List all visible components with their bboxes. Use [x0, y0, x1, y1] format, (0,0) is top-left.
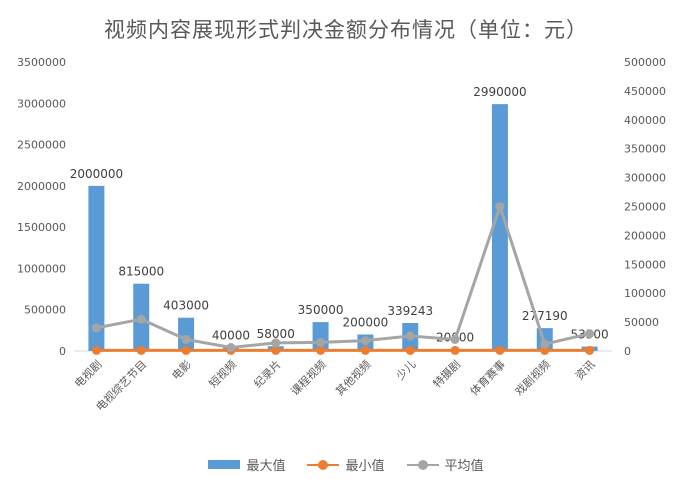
series-point	[495, 202, 505, 211]
series-point	[181, 334, 191, 344]
series-point	[91, 323, 101, 333]
category-label: 体育赛事	[467, 357, 508, 398]
y-right-tick-label: 350000	[624, 143, 666, 156]
legend-item: 最大值	[208, 455, 285, 474]
bar-data-label: 350000	[298, 303, 344, 317]
bar-data-label: 2000000	[70, 167, 123, 181]
series-point	[405, 345, 415, 355]
legend-label: 平均值	[444, 459, 484, 474]
series-point	[585, 345, 595, 355]
category-label: 纪录片	[251, 358, 284, 391]
y-left-tick-label: 1000000	[17, 262, 66, 275]
series-point	[495, 345, 505, 355]
y-left-tick-label: 2500000	[17, 139, 66, 152]
y-right-tick-label: 100000	[624, 287, 666, 300]
series-point	[226, 343, 236, 353]
bar-data-label: 58000	[257, 327, 295, 341]
category-label: 资讯	[573, 358, 598, 383]
y-right-tick-label: 300000	[624, 172, 666, 185]
bar-data-label: 200000	[343, 315, 389, 329]
category-label: 戏剧视频	[512, 357, 553, 398]
legend-swatch	[406, 458, 439, 472]
category-label: 特摄剧	[430, 357, 463, 390]
y-left-tick-label: 1500000	[17, 221, 66, 234]
bar-data-label: 277190	[522, 309, 568, 323]
category-label: 电影	[169, 358, 194, 383]
legend-swatch	[208, 460, 241, 469]
series-point	[450, 345, 460, 355]
category-label: 课程视频	[288, 357, 329, 398]
series-point	[405, 331, 415, 341]
legend-label: 最大值	[246, 459, 286, 474]
series-point	[136, 314, 146, 324]
bar-data-label: 2990000	[473, 85, 526, 99]
series-point	[540, 339, 550, 349]
bar	[491, 104, 508, 352]
y-right-tick-label: 50000	[624, 316, 659, 329]
series-point	[316, 345, 326, 355]
legend-label: 最小值	[345, 459, 385, 474]
y-left-tick-label: 3500000	[17, 56, 66, 69]
chart-legend: 最大值 最小值 平均值	[0, 455, 692, 474]
y-right-tick-label: 450000	[624, 85, 666, 98]
y-left-tick-label: 3000000	[17, 97, 66, 110]
series-point	[585, 329, 595, 339]
bar-data-label: 403000	[163, 299, 209, 313]
series-point	[271, 338, 281, 348]
category-label: 短视频	[206, 357, 239, 390]
chart-title: 视频内容展现形式判决金额分布情况（单位：元）	[104, 18, 588, 42]
bar-data-label: 40000	[212, 329, 250, 343]
bar-data-label: 815000	[118, 265, 164, 279]
chart-canvas: 0500000100000015000002000000250000030000…	[17, 56, 666, 414]
legend-item: 平均值	[406, 455, 484, 474]
bar	[178, 317, 195, 351]
series-point	[540, 345, 550, 355]
y-right-tick-label: 0	[624, 345, 631, 358]
series-point	[91, 345, 101, 355]
y-right-tick-label: 200000	[624, 229, 666, 242]
series-point	[450, 334, 460, 344]
category-label: 少儿	[394, 358, 419, 383]
y-left-tick-label: 500000	[24, 304, 66, 317]
series-point	[316, 337, 326, 347]
series-line	[96, 205, 590, 350]
y-right-tick-label: 250000	[624, 201, 666, 214]
y-right-tick-label: 150000	[624, 258, 666, 271]
legend-item: 最小值	[307, 455, 385, 474]
series-point	[136, 345, 146, 355]
legend-swatch	[307, 458, 340, 472]
series-point	[360, 345, 370, 355]
bar	[88, 185, 105, 351]
series-point	[271, 345, 281, 355]
series-point	[181, 345, 191, 355]
category-label: 电视剧	[71, 357, 104, 390]
y-left-tick-label: 0	[59, 345, 66, 358]
series-point	[360, 336, 370, 346]
bar-data-label: 339243	[387, 304, 433, 318]
category-label: 其他视频	[333, 357, 374, 398]
y-right-tick-label: 500000	[624, 56, 666, 69]
y-right-tick-label: 400000	[624, 114, 666, 127]
y-left-tick-label: 2000000	[17, 180, 66, 193]
